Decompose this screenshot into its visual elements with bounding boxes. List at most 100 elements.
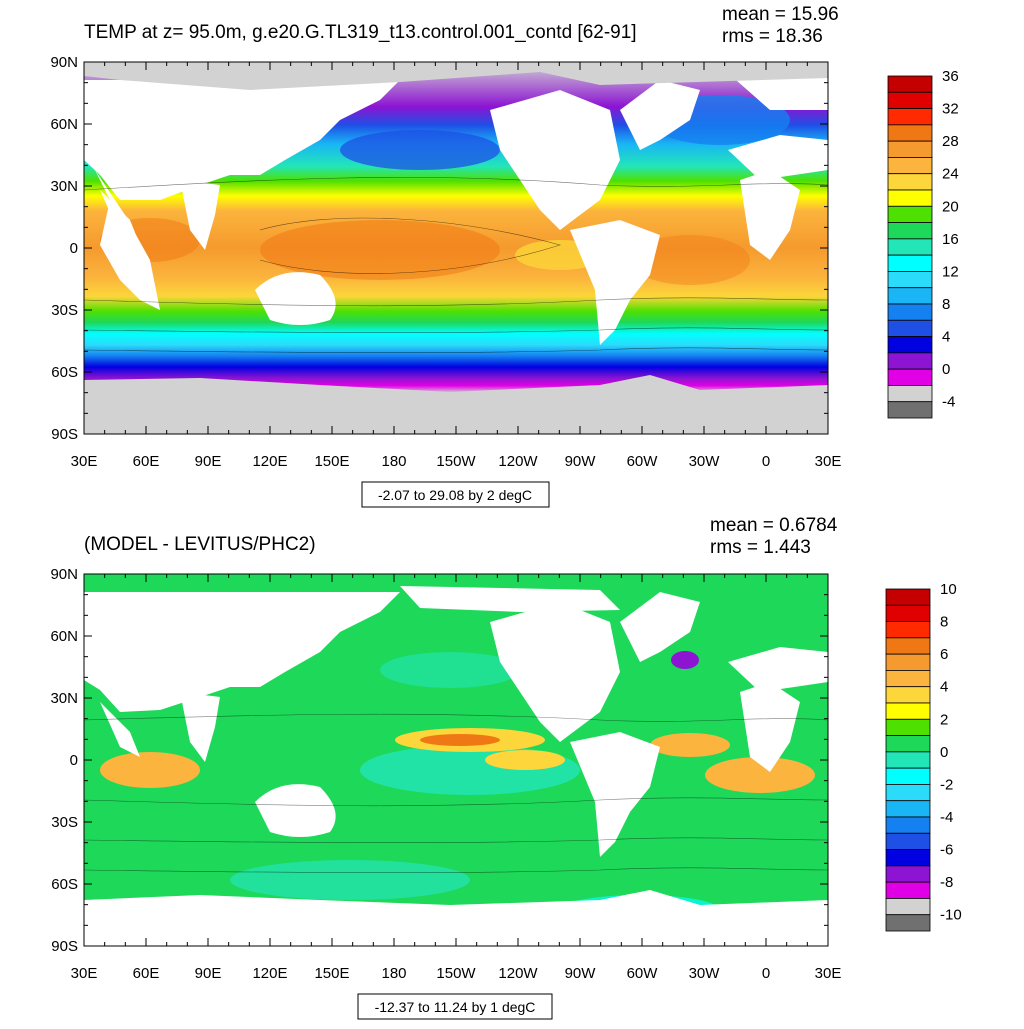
- colorbar-swatch: [887, 173, 933, 191]
- x-tick-label: 120W: [498, 453, 538, 470]
- colorbar-swatch: [885, 800, 931, 818]
- colorbar-swatch: [887, 385, 933, 403]
- colorbar-swatch: [887, 75, 933, 93]
- x-tick-label: 180: [381, 453, 406, 470]
- y-tick-label: 60S: [51, 364, 78, 381]
- x-tick-label: 0: [762, 453, 770, 470]
- y-tick-label: 60N: [50, 628, 78, 645]
- colorbar-swatch: [885, 621, 931, 639]
- colorbar-label: 8: [942, 296, 950, 313]
- colorbar-label: 28: [942, 133, 959, 150]
- y-tick-label: 0: [70, 240, 78, 257]
- colorbar-label: -4: [940, 809, 953, 826]
- top-range-label: -2.07 to 29.08 by 2 degC: [378, 487, 532, 503]
- colorbar-swatch: [887, 124, 933, 142]
- x-tick-label: 90E: [195, 965, 222, 982]
- colorbar-swatch: [885, 751, 931, 769]
- colorbar-label: -6: [940, 842, 953, 859]
- x-tick-label: 150W: [436, 965, 476, 982]
- bottom-map: 30E 60E 90E 120E 150E 180 150W 120W 90W 60W 30W 0 30…: [50, 566, 841, 982]
- colorbar-label: 24: [942, 166, 959, 183]
- x-tick-label: 30E: [71, 965, 98, 982]
- x-tick-label: 90W: [565, 453, 597, 470]
- colorbar-swatch: [887, 336, 933, 354]
- colorbar-swatch: [887, 108, 933, 126]
- top-mean: mean = 15.96: [722, 4, 839, 25]
- colorbar-label: -2: [940, 776, 953, 793]
- x-tick-label: 30E: [815, 965, 842, 982]
- x-tick-label: 60E: [133, 965, 160, 982]
- colorbar-swatch: [885, 604, 931, 622]
- x-tick-label: 30E: [71, 453, 98, 470]
- colorbar-label: 0: [940, 744, 948, 761]
- colorbar-label: 32: [942, 101, 959, 118]
- bottom-land: [84, 586, 828, 946]
- bottom-mean: mean = 0.6784: [710, 515, 838, 536]
- bottom-range-box: -12.37 to 11.24 by 1 degC: [357, 993, 553, 1020]
- colorbar-swatch: [885, 767, 931, 785]
- colorbar-swatch: [885, 784, 931, 802]
- top-west-pacific-warm-pool: [260, 220, 500, 280]
- colorbar-swatch: [885, 832, 931, 850]
- colorbar-swatch: [887, 140, 933, 158]
- colorbar-label: 0: [942, 361, 950, 378]
- colorbar-swatch: [885, 718, 931, 736]
- y-tick-label: 60S: [51, 876, 78, 893]
- colorbar-swatch: [887, 189, 933, 207]
- x-tick-label: 60E: [133, 453, 160, 470]
- x-tick-label: 120W: [498, 965, 538, 982]
- colorbar-swatch: [887, 303, 933, 321]
- colorbar-swatch: [887, 222, 933, 240]
- x-tick-label: 90E: [195, 453, 222, 470]
- colorbar-label: 8: [940, 614, 948, 631]
- colorbar-swatch: [885, 653, 931, 671]
- colorbar-label: 10: [940, 581, 957, 598]
- colorbar-swatch: [885, 914, 931, 932]
- top-colorbar: 36 32 28 24 20 16 12 8 4 0 -4: [887, 68, 959, 419]
- top-antarctica: [84, 375, 828, 434]
- colorbar-label: 2: [940, 711, 948, 728]
- colorbar-swatch: [885, 588, 931, 606]
- bottom-cool-patch-2: [380, 652, 520, 688]
- bottom-contours: [84, 713, 828, 874]
- top-title: TEMP at z= 95.0m, g.e20.G.TL319_t13.cont…: [84, 22, 637, 43]
- colorbar-swatch: [885, 686, 931, 704]
- x-tick-label: 180: [381, 965, 406, 982]
- bottom-rms: rms = 1.443: [710, 537, 811, 558]
- colorbar-label: 4: [942, 329, 950, 346]
- top-land: [84, 70, 828, 345]
- bottom-warm-patch-3: [100, 752, 200, 788]
- x-tick-label: 30W: [689, 453, 721, 470]
- colorbar-label: 12: [942, 263, 959, 280]
- colorbar-swatch: [885, 735, 931, 753]
- bottom-range-label: -12.37 to 11.24 by 1 degC: [375, 999, 536, 1015]
- top-rms: rms = 18.36: [722, 26, 823, 47]
- colorbar-swatch: [885, 849, 931, 867]
- colorbar-swatch: [887, 238, 933, 256]
- colorbar-swatch: [885, 816, 931, 834]
- top-contours: [84, 177, 828, 354]
- x-tick-label: 60W: [627, 965, 659, 982]
- colorbar-swatch: [887, 271, 933, 289]
- x-tick-label: 150E: [314, 965, 349, 982]
- colorbar-label: -10: [940, 907, 962, 924]
- top-atlantic-warm: [630, 235, 750, 285]
- colorbar-swatch: [887, 401, 933, 419]
- y-tick-label: 30N: [50, 690, 78, 707]
- top-range-box: -2.07 to 29.08 by 2 degC: [361, 481, 550, 508]
- colorbar-swatch: [887, 157, 933, 175]
- bottom-title: (MODEL - LEVITUS/PHC2): [84, 534, 316, 555]
- x-tick-label: 150W: [436, 453, 476, 470]
- bottom-warm-patch-2: [420, 734, 500, 746]
- y-tick-label: 90N: [50, 54, 78, 71]
- colorbar-swatch: [885, 881, 931, 899]
- x-tick-label: 30W: [689, 965, 721, 982]
- bottom-warm-patch-4: [650, 733, 730, 757]
- top-panel: TEMP at z= 95.0m, g.e20.G.TL319_t13.cont…: [50, 4, 959, 508]
- y-tick-label: 90S: [51, 426, 78, 443]
- y-tick-label: 90N: [50, 566, 78, 583]
- y-tick-label: 30S: [51, 302, 78, 319]
- colorbar-swatch: [887, 368, 933, 386]
- x-tick-label: 90W: [565, 965, 597, 982]
